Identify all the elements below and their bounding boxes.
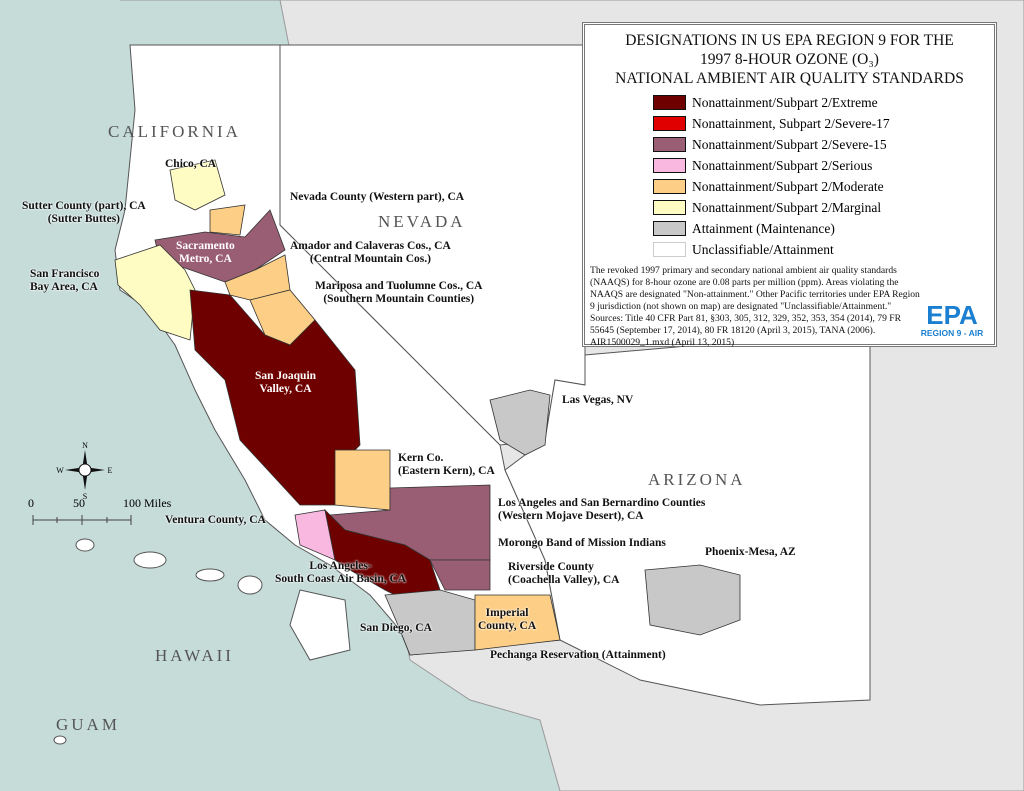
legend-swatch <box>653 158 686 173</box>
legend-item: Nonattainment/Subpart 2/Marginal <box>653 197 994 218</box>
legend-swatch <box>653 116 686 131</box>
label-imperial: Imperial County, CA <box>478 607 537 632</box>
area-sf-bay <box>114 244 196 341</box>
hawaii-islands <box>75 538 351 661</box>
legend-swatch <box>653 242 686 257</box>
label-chico: Chico, CA <box>165 158 217 170</box>
legend-item: Nonattainment/Subpart 2/Extreme <box>653 92 994 113</box>
legend-label: Attainment (Maintenance) <box>692 220 835 236</box>
legend-swatch <box>653 95 686 110</box>
compass-w: W <box>56 466 64 475</box>
legend-item: Nonattainment/Subpart 2/Severe-15 <box>653 134 994 155</box>
label-guam: GUAM <box>56 715 120 734</box>
legend-items: Nonattainment/Subpart 2/Extreme Nonattain… <box>653 92 994 260</box>
area-phoenix <box>644 564 741 636</box>
legend-label: Nonattainment/Subpart 2/Moderate <box>692 178 884 194</box>
legend-notes: The revoked 1997 primary and secondary n… <box>590 265 920 348</box>
label-ventura: Ventura County, CA <box>165 514 266 526</box>
label-sutter: Sutter County (part), CA (Sutter Buttes) <box>22 200 146 225</box>
compass-n: N <box>82 441 88 450</box>
legend-swatch <box>653 179 686 194</box>
label-sf-bay: San Francisco Bay Area, CA <box>30 268 100 293</box>
label-morongo: Morongo Band of Mission Indians <box>498 537 666 549</box>
label-mojave: Los Angeles and San Bernardino Counties … <box>498 497 706 522</box>
label-pechanga: Pechanga Reservation (Attainment) <box>490 649 666 661</box>
area-chico <box>169 159 226 211</box>
state-arizona <box>504 329 871 706</box>
legend-item: Nonattainment, Subpart 2/Severe-17 <box>653 113 994 134</box>
compass-rose-icon: N S E W <box>56 441 113 500</box>
legend-swatch <box>653 137 686 152</box>
scale-0: 0 <box>28 496 34 510</box>
label-sjv: San Joaquin Valley, CA <box>255 370 317 395</box>
legend-swatch <box>653 221 686 236</box>
legend-label: Nonattainment/Subpart 2/Extreme <box>692 94 878 110</box>
legend-label: Nonattainment, Subpart 2/Severe-17 <box>692 115 890 131</box>
label-mariposa: Mariposa and Tuolumne Cos., CA (Southern… <box>315 280 483 305</box>
scale-100: 100 Miles <box>123 496 172 510</box>
label-california: CALIFORNIA <box>108 122 241 141</box>
legend-panel: DESIGNATIONS IN US EPA REGION 9 FOR THE … <box>582 22 997 348</box>
guam-island <box>53 735 67 745</box>
label-san-diego: San Diego, CA <box>360 622 432 634</box>
compass-e: E <box>108 466 113 475</box>
label-la: Los Angeles- South Coast Air Basin, CA <box>275 560 407 585</box>
compass-s: S <box>83 492 87 500</box>
label-nevada: NEVADA <box>378 212 466 231</box>
legend-item: Nonattainment/Subpart 2/Moderate <box>653 176 994 197</box>
label-sacramento: Sacramento Metro, CA <box>176 240 235 265</box>
area-las-vegas <box>489 389 551 456</box>
label-phoenix: Phoenix-Mesa, AZ <box>705 546 796 558</box>
label-hawaii: HAWAII <box>155 646 234 665</box>
label-kern: Kern Co. (Eastern Kern), CA <box>398 452 495 477</box>
label-riverside: Riverside County (Coachella Valley), CA <box>508 561 620 586</box>
area-nevada-county <box>209 204 246 236</box>
label-nevada-county: Nevada County (Western part), CA <box>290 191 465 203</box>
legend-swatch <box>653 200 686 215</box>
label-amador: Amador and Calaveras Cos., CA (Central M… <box>290 240 451 265</box>
area-imperial <box>474 594 561 651</box>
scale-50: 50 <box>73 496 85 510</box>
legend-label: Nonattainment/Subpart 2/Severe-15 <box>692 136 887 152</box>
legend-label: Unclassifiable/Attainment <box>692 241 834 257</box>
legend-item: Nonattainment/Subpart 2/Serious <box>653 155 994 176</box>
epa-logo: EPA REGION 9 - AIR <box>920 300 984 338</box>
map-title: DESIGNATIONS IN US EPA REGION 9 FOR THE … <box>615 32 964 87</box>
area-kern <box>334 449 391 511</box>
legend-item: Unclassifiable/Attainment <box>653 239 994 260</box>
label-arizona: ARIZONA <box>648 470 746 489</box>
area-riverside <box>429 559 491 591</box>
legend-label: Nonattainment/Subpart 2/Marginal <box>692 199 882 215</box>
label-las-vegas: Las Vegas, NV <box>562 394 634 406</box>
legend-label: Nonattainment/Subpart 2/Serious <box>692 157 873 173</box>
legend-item: Attainment (Maintenance) <box>653 218 994 239</box>
